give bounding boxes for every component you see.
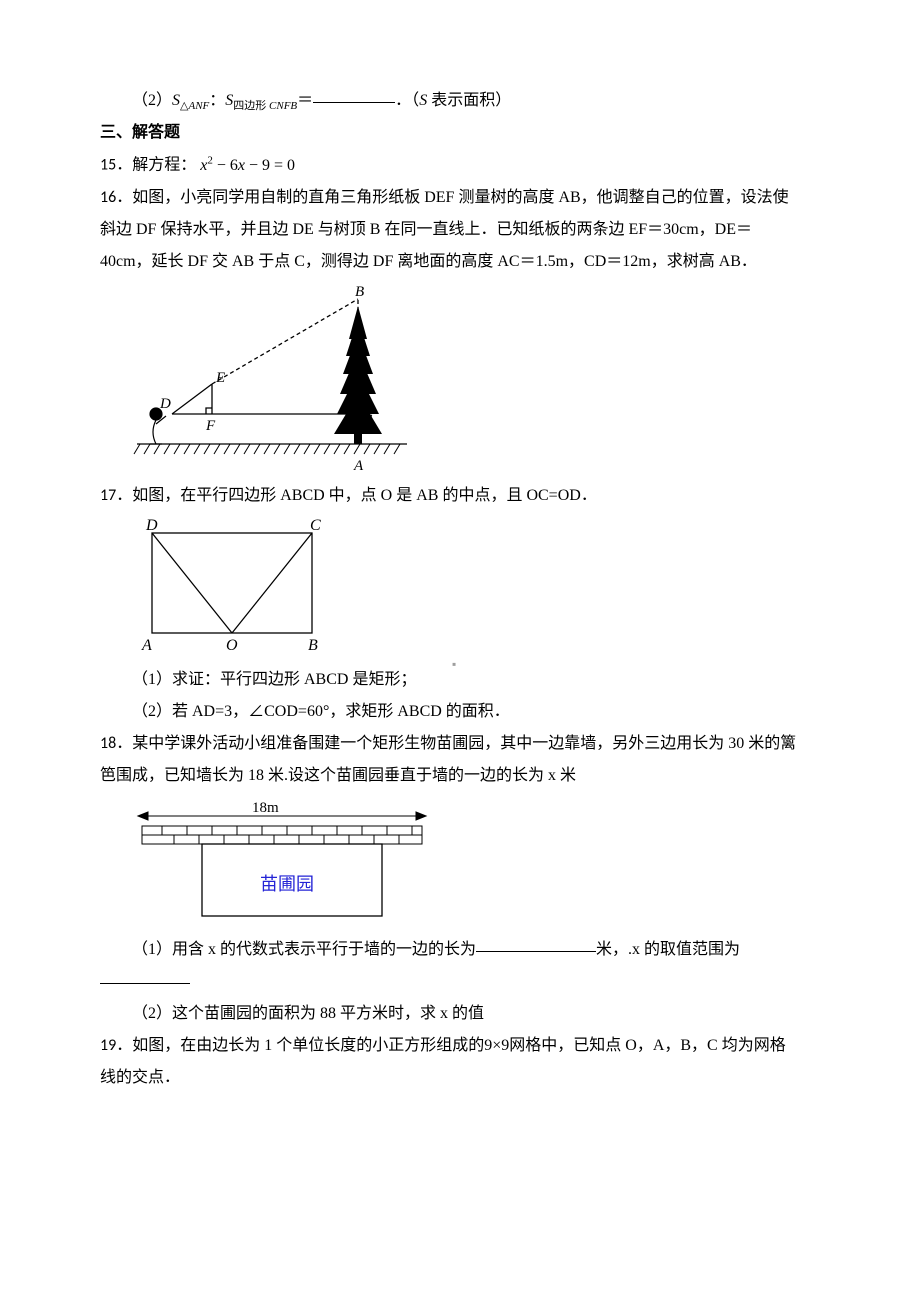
q18-p2: （2）这个苗圃园的面积为 88 平方米时，求 x 的值 [100, 998, 820, 1030]
wall-label: 18m [252, 800, 279, 816]
page-marker-icon: ▪ [452, 652, 456, 676]
section-3-heading: 三、解答题 [100, 117, 820, 149]
q18-num: 18 [100, 734, 116, 753]
q18-figure: 18m 苗圃园 [132, 798, 820, 928]
q17-line1: 17．如图，在平行四边形 ABCD 中，点 O 是 AB 的中点，且 OC=OD… [100, 480, 820, 512]
q15-equation: x2 − 6x − 9 = 0 [200, 157, 295, 174]
label-F: F [205, 418, 216, 434]
blank-q18-1 [476, 935, 596, 952]
q14-tail: ．（ [395, 92, 419, 109]
sub-quad-cnfb: 四边形 CNFB [233, 100, 297, 112]
q19-line2: 线的交点． [100, 1062, 820, 1094]
colon: ： [209, 92, 225, 109]
symbol-S-3: S [419, 92, 427, 109]
inside-label: 苗圃园 [260, 874, 314, 894]
q17-p1: （1）求证：平行四边形 ABCD 是矩形； [100, 664, 820, 696]
q15-num: 15 [100, 156, 116, 175]
label-D: D [159, 396, 171, 412]
q14-part2: （2）S△ANF：S四边形 CNFB＝．（S 表示面积） [100, 85, 820, 117]
q17-figure: D C A O B [132, 518, 820, 658]
q17-num: 17 [100, 486, 116, 505]
label-D: D [145, 518, 158, 534]
label-O: O [226, 637, 238, 654]
label-B2: B [308, 637, 318, 654]
blank-q18-2 [100, 967, 190, 984]
label-C: C [362, 412, 373, 428]
sub-tri-anf: △ANF [180, 100, 209, 112]
q14-tail2: 表示面积） [427, 92, 511, 109]
label-B: B [355, 284, 364, 300]
equals: ＝ [297, 92, 313, 109]
q16-num: 16 [100, 188, 116, 207]
q15: 15．解方程： x2 − 6x − 9 = 0 [100, 149, 820, 181]
q16-line1: 16．如图，小亮同学用自制的直角三角形纸板 DEF 测量树的高度 AB，他调整自… [100, 182, 820, 214]
q18-p1: （1）用含 x 的代数式表示平行于墙的一边的长为米，.x 的取值范围为 [100, 934, 820, 998]
q14-2-prefix: （2） [132, 92, 172, 109]
blank-q14 [313, 86, 395, 103]
label-E: E [215, 370, 225, 386]
q16-line3: 40cm，延长 DF 交 AB 于点 C，测得边 DF 离地面的高度 AC＝1.… [100, 246, 820, 278]
q18-line2: 笆围成，已知墙长为 18 米.设这个苗圃园垂直于墙的一边的长为 x 米 [100, 760, 820, 792]
q19-num: 19 [100, 1036, 116, 1055]
q17-p2: （2）若 AD=3，∠COD=60°，求矩形 ABCD 的面积． [100, 696, 820, 728]
symbol-S-1: S [172, 92, 180, 109]
label-A: A [353, 458, 364, 474]
label-A: A [141, 637, 152, 654]
q15-label: ．解方程： [116, 157, 196, 174]
q18-line1: 18．某中学课外活动小组准备围建一个矩形生物苗圃园，其中一边靠墙，另外三边用长为… [100, 728, 820, 760]
q16-figure: B E D F C A [132, 284, 820, 474]
grid-size: 9×9 [484, 1037, 509, 1054]
q16-line2: 斜边 DF 保持水平，并且边 DE 与树顶 B 在同一直线上．已知纸板的两条边 … [100, 214, 820, 246]
q19-line1: 19．如图，在由边长为 1 个单位长度的小正方形组成的9×9网格中，已知点 O，… [100, 1030, 820, 1062]
label-C: C [310, 518, 321, 534]
